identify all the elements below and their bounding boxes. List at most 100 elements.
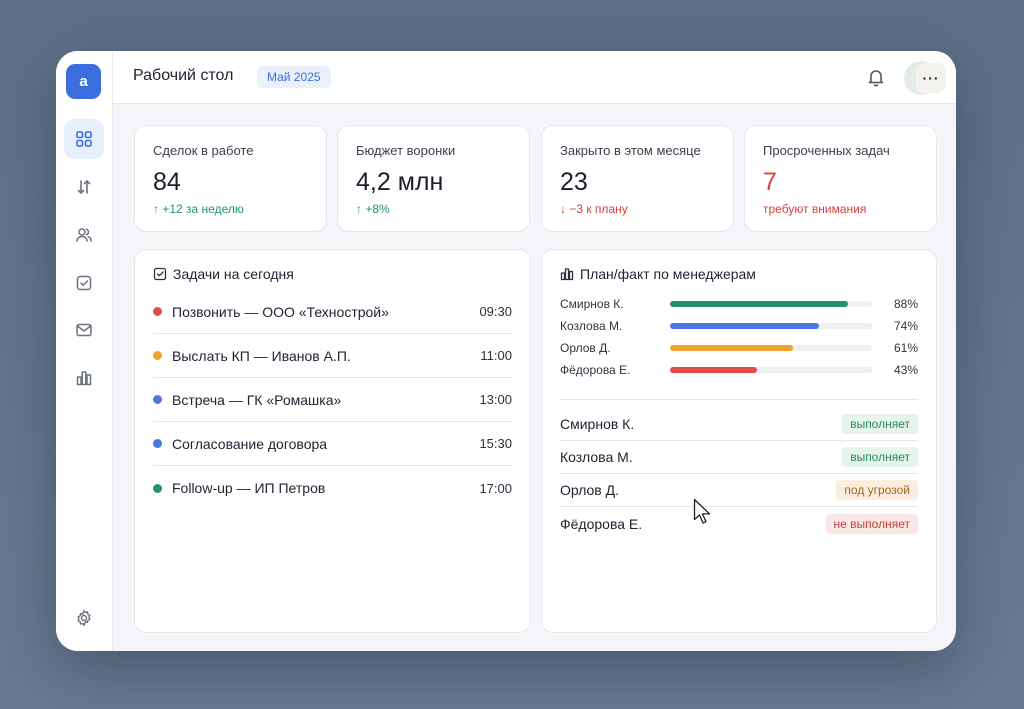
app-logo[interactable]: a bbox=[66, 64, 101, 99]
more-menu-button[interactable]: ··· bbox=[916, 63, 946, 93]
sidebar-item-tasks[interactable] bbox=[64, 263, 104, 303]
kpi-value: 23 bbox=[560, 168, 588, 196]
plan-card-title: План/факт по менеджерам bbox=[560, 266, 756, 282]
task-text: Выслать КП — Иванов А.П. bbox=[172, 347, 351, 364]
plan-bar-row: Смирнов К. 88% bbox=[560, 296, 918, 312]
task-priority-dot bbox=[153, 307, 162, 316]
sort-arrows-icon bbox=[77, 179, 91, 195]
task-time: 15:30 bbox=[479, 436, 512, 451]
plan-bar-fill bbox=[670, 345, 794, 351]
kpi-card-deals: Сделок в работе 84 ↑ +12 за неделю bbox=[134, 125, 327, 232]
task-time: 09:30 bbox=[479, 304, 512, 319]
list-item[interactable]: Выслать КП — Иванов А.П. 11:00 bbox=[153, 334, 512, 378]
mouse-cursor-icon bbox=[693, 498, 711, 524]
task-priority-dot bbox=[153, 439, 162, 448]
plan-bar-row: Орлов Д. 61% bbox=[560, 340, 918, 356]
list-item[interactable]: Встреча — ГК «Ромашка» 13:00 bbox=[153, 378, 512, 422]
task-priority-dot bbox=[153, 395, 162, 404]
plan-bar-fill bbox=[670, 323, 820, 329]
table-row[interactable]: Фёдорова Е. не выполняет bbox=[560, 507, 918, 540]
plan-bar-fill bbox=[670, 367, 757, 373]
plan-bar-name: Фёдорова Е. bbox=[560, 363, 631, 377]
tasks-title-text: Задачи на сегодня bbox=[173, 266, 294, 282]
manager-name: Орлов Д. bbox=[560, 482, 620, 498]
check-square-icon bbox=[153, 267, 167, 281]
manager-name: Смирнов К. bbox=[560, 416, 635, 432]
plan-bar-fill bbox=[670, 301, 848, 307]
sidebar-item-reports[interactable] bbox=[64, 358, 104, 398]
kpi-card-closed: Закрыто в этом месяце 23 ↓ −3 к плану bbox=[541, 125, 734, 232]
status-badge: выполняет bbox=[842, 447, 918, 467]
sidebar-item-deals[interactable] bbox=[64, 167, 104, 207]
list-item[interactable]: Согласование договора 15:30 bbox=[153, 422, 512, 466]
tasks-card: Задачи на сегодня Позвонить — ООО «Техно… bbox=[134, 249, 531, 633]
plan-bar-track bbox=[670, 301, 872, 307]
period-selector[interactable]: Май 2025 bbox=[257, 66, 331, 88]
plan-bar-percent: 88% bbox=[893, 297, 918, 311]
sidebar-item-contacts[interactable] bbox=[64, 215, 104, 255]
plan-bar-name: Смирнов К. bbox=[560, 297, 624, 311]
kpi-label: Сделок в работе bbox=[153, 143, 254, 158]
bar-chart-icon bbox=[76, 371, 92, 386]
task-priority-dot bbox=[153, 483, 162, 493]
kpi-delta: ↓ −3 к плану bbox=[560, 202, 628, 216]
check-square-icon bbox=[76, 275, 92, 291]
sidebar-item-settings[interactable] bbox=[64, 598, 104, 638]
task-text: Согласование договора bbox=[172, 435, 328, 452]
plan-bar-track bbox=[670, 367, 872, 373]
page-title: Рабочий стол bbox=[133, 67, 234, 84]
table-row[interactable]: Козлова М. выполняет bbox=[560, 441, 918, 474]
plan-bar-name: Козлова М. bbox=[560, 319, 623, 333]
manager-name: Козлова М. bbox=[560, 449, 633, 465]
kpi-value: 7 bbox=[763, 168, 777, 196]
task-text: Позвонить — ООО «Технострой» bbox=[172, 303, 389, 320]
top-bar: Рабочий стол Май 2025 ··· bbox=[113, 51, 956, 104]
plan-bar-name: Орлов Д. bbox=[560, 341, 611, 355]
tasks-card-title: Задачи на сегодня bbox=[153, 266, 294, 282]
plan-fact-card: План/факт по менеджерам Смирнов К. 88% Коз… bbox=[541, 249, 937, 633]
plan-title-text: План/факт по менеджерам bbox=[580, 266, 756, 282]
divider bbox=[560, 399, 918, 400]
gear-icon bbox=[77, 609, 91, 627]
list-item[interactable]: Позвонить — ООО «Технострой» 09:30 bbox=[153, 290, 512, 334]
kpi-card-budget: Бюджет воронки 4,2 млн ↑ +8% bbox=[337, 125, 530, 232]
kpi-label: Закрыто в этом месяце bbox=[560, 143, 701, 158]
plan-bar-track bbox=[670, 345, 872, 351]
plan-bar-percent: 43% bbox=[893, 363, 918, 377]
kpi-delta: требуют внимания bbox=[763, 202, 867, 216]
task-time: 13:00 bbox=[479, 392, 512, 407]
task-time: 11:00 bbox=[480, 348, 512, 363]
kpi-delta: ↑ +12 за неделю bbox=[153, 202, 244, 216]
kpi-delta: ↑ +8% bbox=[356, 202, 390, 216]
task-priority-dot bbox=[153, 351, 162, 360]
status-badge: под угрозой bbox=[836, 480, 918, 500]
sidebar: a bbox=[56, 51, 113, 651]
sidebar-item-mail[interactable] bbox=[64, 310, 104, 350]
app-window: a bbox=[56, 51, 956, 651]
plan-bar-track bbox=[670, 323, 872, 329]
kpi-label: Бюджет воронки bbox=[356, 143, 456, 158]
kpi-card-overdue: Просроченных задач 7 требуют внимания bbox=[744, 125, 937, 232]
kpi-value: 4,2 млн bbox=[356, 168, 444, 196]
bar-chart-icon bbox=[560, 268, 574, 281]
status-badge: не выполняет bbox=[825, 513, 918, 534]
plan-bar-row: Фёдорова Е. 43% bbox=[560, 362, 918, 378]
task-text: Встреча — ГК «Ромашка» bbox=[172, 391, 342, 408]
plan-bar-percent: 74% bbox=[893, 319, 918, 333]
kpi-value: 84 bbox=[153, 168, 181, 196]
plan-bar-row: Козлова М. 74% bbox=[560, 318, 918, 334]
task-text: Follow-up — ИП Петров bbox=[172, 480, 326, 496]
sidebar-item-dashboard[interactable] bbox=[64, 119, 104, 159]
task-time: 17:00 bbox=[479, 480, 512, 496]
table-row[interactable]: Смирнов К. выполняет bbox=[560, 408, 918, 441]
list-item[interactable]: Follow-up — ИП Петров 17:00 bbox=[153, 466, 512, 510]
status-badge: выполняет bbox=[842, 414, 918, 434]
mail-icon bbox=[76, 323, 92, 337]
bell-icon[interactable] bbox=[866, 67, 886, 87]
kpi-label: Просроченных задач bbox=[763, 143, 890, 158]
dashboard-icon bbox=[76, 131, 92, 147]
plan-bar-percent: 61% bbox=[893, 341, 918, 355]
table-row[interactable]: Орлов Д. под угрозой bbox=[560, 474, 918, 507]
manager-name: Фёдорова Е. bbox=[560, 515, 643, 532]
users-icon bbox=[76, 228, 92, 242]
